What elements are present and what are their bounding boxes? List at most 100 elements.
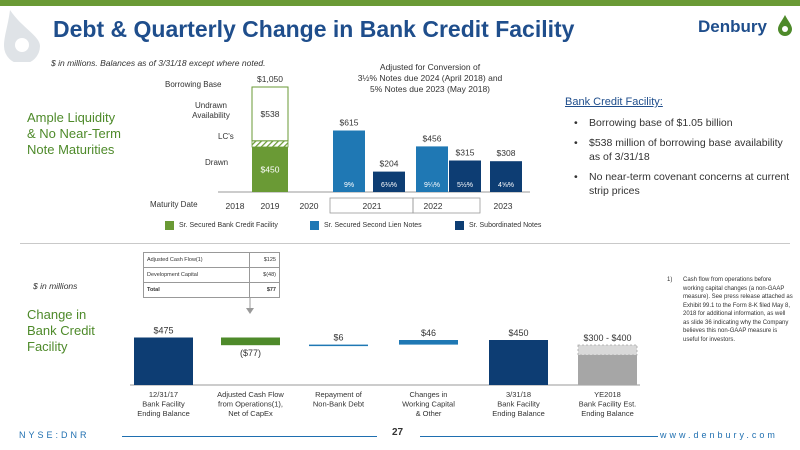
top-units-note: $ in millions. Balances as of 3/31/18 ex…: [51, 58, 266, 68]
top-side-heading-line: Note Maturities: [27, 142, 115, 157]
drawn-bar: [252, 147, 288, 192]
section-divider: [20, 243, 790, 244]
maturity-group-box: [412, 197, 481, 214]
drawn-label: Drawn: [205, 158, 229, 167]
waterfall-delta-bar: [221, 337, 280, 346]
legend-item: Sr. Secured Second Lien Notes: [310, 221, 422, 230]
undrawn-value-label: $538: [261, 109, 280, 119]
maturity-date-label: Maturity Date: [150, 200, 198, 209]
category-label: 3/31/18: [506, 390, 531, 399]
top-side-heading-line: & No Near-Term: [27, 126, 121, 141]
top-side-heading-line: Ample Liquidity: [27, 110, 116, 125]
debt-maturity-chart: 2018 2019 2020 2021 2022 2023 $450 $538 $1,050 $6…: [218, 74, 530, 214]
category-label: Repayment of: [315, 390, 363, 399]
year-tick-label: 2018: [226, 201, 245, 211]
footer-website: www.denbury.com: [660, 430, 778, 440]
waterfall-value-label: $46: [421, 328, 436, 338]
waterfall-range-band: [577, 344, 638, 356]
conversion-annotation: Adjusted for Conversion of 3½% Notes due…: [330, 62, 530, 95]
category-label: Adjusted Cash Flow: [217, 390, 284, 399]
annotation-line: 5% Notes due 2023 (May 2018): [369, 84, 491, 94]
page-title: Debt & Quarterly Change in Bank Credit F…: [53, 16, 575, 42]
legend-swatch: [165, 221, 174, 230]
note-value-label: $456: [423, 133, 442, 143]
waterfall-range-bar: [578, 355, 637, 385]
note-rate-label: 9%: [344, 182, 354, 189]
bank-credit-facility-heading: Bank Credit Facility:: [565, 96, 663, 108]
bullet-item: Borrowing base of $1.05 billion: [572, 116, 792, 130]
category-label: Ending Balance: [492, 409, 545, 418]
note-rate-label: 9¼%: [424, 182, 440, 189]
year-tick-label: 2019: [261, 201, 280, 211]
waterfall-value-label: $300 - $400: [583, 333, 631, 343]
bottom-side-heading: Change in Bank Credit Facility: [27, 307, 95, 355]
lcs-label: LC's: [218, 132, 234, 141]
category-label: Ending Balance: [137, 409, 190, 418]
legend-label: Sr. Subordinated Notes: [469, 222, 542, 229]
legend-item: Sr. Subordinated Notes: [455, 221, 541, 230]
page-number: 27: [392, 427, 404, 438]
legend-swatch: [455, 221, 464, 230]
note-rate-label: 4⅝%: [498, 182, 514, 189]
footnote: 1) Cash flow from operations before work…: [667, 276, 793, 344]
note-bar: [490, 161, 522, 192]
note-bar: [333, 130, 365, 192]
category-label: Bank Facility: [497, 400, 540, 409]
year-tick-label: 2021: [363, 201, 382, 211]
brand-drop-icon: [778, 15, 792, 36]
undrawn-availability-bar: [251, 86, 289, 142]
legend-label: Sr. Secured Bank Credit Facility: [179, 222, 278, 229]
bullet-item: $538 million of borrowing base availabil…: [572, 136, 792, 164]
category-label: Ending Balance: [581, 409, 634, 418]
note-value-label: $308: [497, 148, 516, 158]
legend-label: Sr. Secured Second Lien Notes: [324, 222, 422, 229]
category-label: Bank Facility Est.: [579, 400, 637, 409]
top-side-heading: Ample Liquidity & No Near-Term Note Matu…: [27, 110, 121, 158]
footer-rule: [420, 436, 658, 437]
cash-flow-table: Adjusted Cash Flow(1) $125 Development C…: [143, 252, 280, 298]
category-label: YE2018: [594, 390, 621, 399]
bottom-side-heading-line: Facility: [27, 339, 68, 354]
legend-item: Sr. Secured Bank Credit Facility: [165, 221, 278, 230]
annotation-line: 3½% Notes due 2024 (April 2018) and: [357, 73, 503, 83]
waterfall-delta-bar: [309, 344, 368, 347]
category-label: & Other: [416, 409, 442, 418]
annotation-line: Adjusted for Conversion of: [379, 62, 481, 72]
note-value-label: $615: [340, 118, 359, 128]
note-value-label: $204: [380, 159, 399, 169]
waterfall-total-bar: [489, 340, 548, 385]
note-bar: [449, 160, 481, 192]
bottom-units-note: $ in millions: [33, 281, 78, 291]
category-label: from Operations(1),: [218, 400, 283, 409]
borrowing-base-label: Borrowing Base: [165, 80, 222, 89]
year-tick-label: 2022: [424, 201, 443, 211]
footer-rule: [122, 436, 377, 437]
footnote-number: 1): [667, 277, 673, 283]
note-value-label: $315: [456, 148, 475, 158]
note-rate-label: 5½%: [457, 181, 473, 189]
footer-ticker: NYSE:DNR: [19, 430, 90, 440]
brand-name: Denbury: [698, 17, 767, 36]
category-label: Non-Bank Debt: [313, 400, 365, 409]
table-cell-value: $125: [249, 252, 280, 268]
note-bar: [416, 146, 448, 192]
bank-credit-facility-bullets: Borrowing base of $1.05 billion $538 mil…: [572, 116, 792, 204]
category-label: Bank Facility: [142, 400, 185, 409]
borrowing-base-value-label: $1,050: [257, 74, 283, 84]
bullet-item: No near-term covenant concerns at curren…: [572, 170, 792, 198]
waterfall-chart: $475($77)$6 $46 $450 $300 - $40012/31/17Ban…: [130, 298, 640, 418]
year-tick-label: 2023: [494, 201, 513, 211]
category-label: Net of CapEx: [228, 409, 273, 418]
waterfall-value-label: $475: [153, 326, 173, 336]
waterfall-value-label: $6: [333, 333, 343, 343]
waterfall-value-label: ($77): [240, 348, 261, 358]
top-accent-bar: [0, 0, 800, 6]
footnote-text: Cash flow from operations before working…: [683, 277, 793, 343]
waterfall-value-label: $450: [508, 328, 528, 338]
category-label: Changes in: [410, 390, 448, 399]
bottom-side-heading-line: Bank Credit: [27, 323, 95, 338]
waterfall-delta-bar: [399, 340, 458, 345]
drawn-value-label: $450: [261, 165, 280, 175]
bottom-side-heading-line: Change in: [27, 307, 87, 322]
year-tick-label: 2020: [300, 201, 319, 211]
